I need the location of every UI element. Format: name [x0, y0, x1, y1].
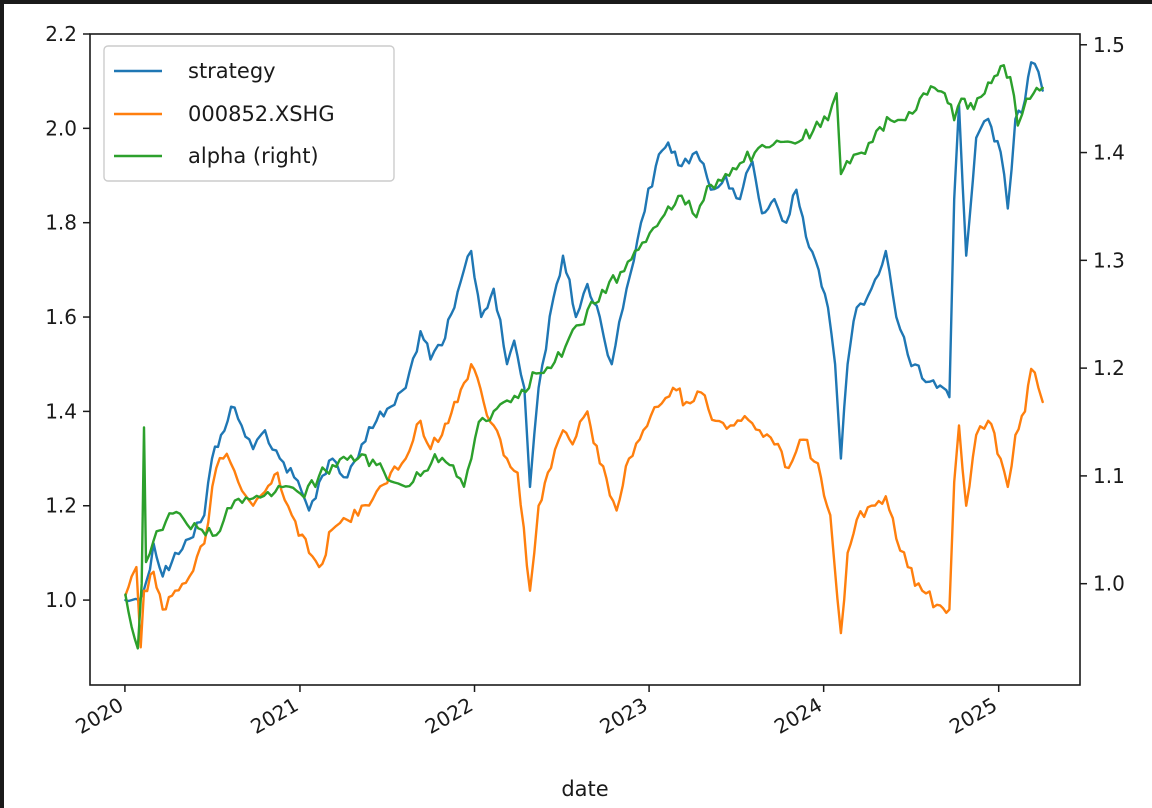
right-y-axis: 1.0 1.1 1.2 1.3 1.4 1.5 [1080, 33, 1125, 596]
left-y-tick-label: 1.6 [45, 305, 77, 329]
right-y-tick-label: 1.1 [1093, 464, 1125, 488]
legend: strategy 000852.XSHG alpha (right) [103, 45, 395, 182]
legend-label-alpha: alpha (right) [188, 144, 319, 168]
right-y-tick-label: 1.3 [1093, 248, 1125, 272]
x-tick-label: 2025 [945, 693, 1001, 739]
right-y-tick-label: 1.5 [1093, 33, 1125, 57]
x-tick-label: 2024 [770, 693, 826, 739]
left-y-tick-label: 1.2 [45, 494, 77, 518]
x-axis-title: date [561, 777, 608, 801]
left-y-tick-label: 1.4 [45, 399, 77, 423]
series-line-2 [124, 64, 1044, 650]
line-chart: 2020 2021 2022 2023 2024 2025 1.0 1.2 1.4 1.6 1.8… [45, 22, 1125, 801]
series-line-0 [124, 61, 1044, 603]
x-tick-label: 2022 [421, 693, 477, 739]
left-y-tick-label: 2.2 [45, 22, 77, 46]
right-y-tick-label: 1.2 [1093, 356, 1125, 380]
series-layer [124, 61, 1044, 650]
series-line-1 [124, 363, 1044, 649]
left-y-tick-label: 2.0 [45, 116, 77, 140]
right-y-tick-label: 1.4 [1093, 141, 1125, 165]
left-y-tick-label: 1.0 [45, 588, 77, 612]
left-y-tick-label: 1.8 [45, 211, 77, 235]
x-tick-label: 2021 [246, 693, 302, 739]
plot-frame [89, 33, 1081, 686]
legend-label-000852-xshg: 000852.XSHG [188, 102, 335, 126]
legend-box [103, 45, 395, 182]
right-y-tick-label: 1.0 [1093, 572, 1125, 596]
figure: 2020 2021 2022 2023 2024 2025 1.0 1.2 1.4 1.6 1.8… [4, 4, 1152, 808]
x-axis: 2020 2021 2022 2023 2024 2025 [71, 685, 1001, 739]
legend-label-strategy: strategy [188, 59, 276, 83]
left-y-axis: 1.0 1.2 1.4 1.6 1.8 2.0 2.2 [45, 22, 90, 612]
x-tick-label: 2023 [596, 693, 652, 739]
x-tick-label: 2020 [71, 693, 127, 739]
